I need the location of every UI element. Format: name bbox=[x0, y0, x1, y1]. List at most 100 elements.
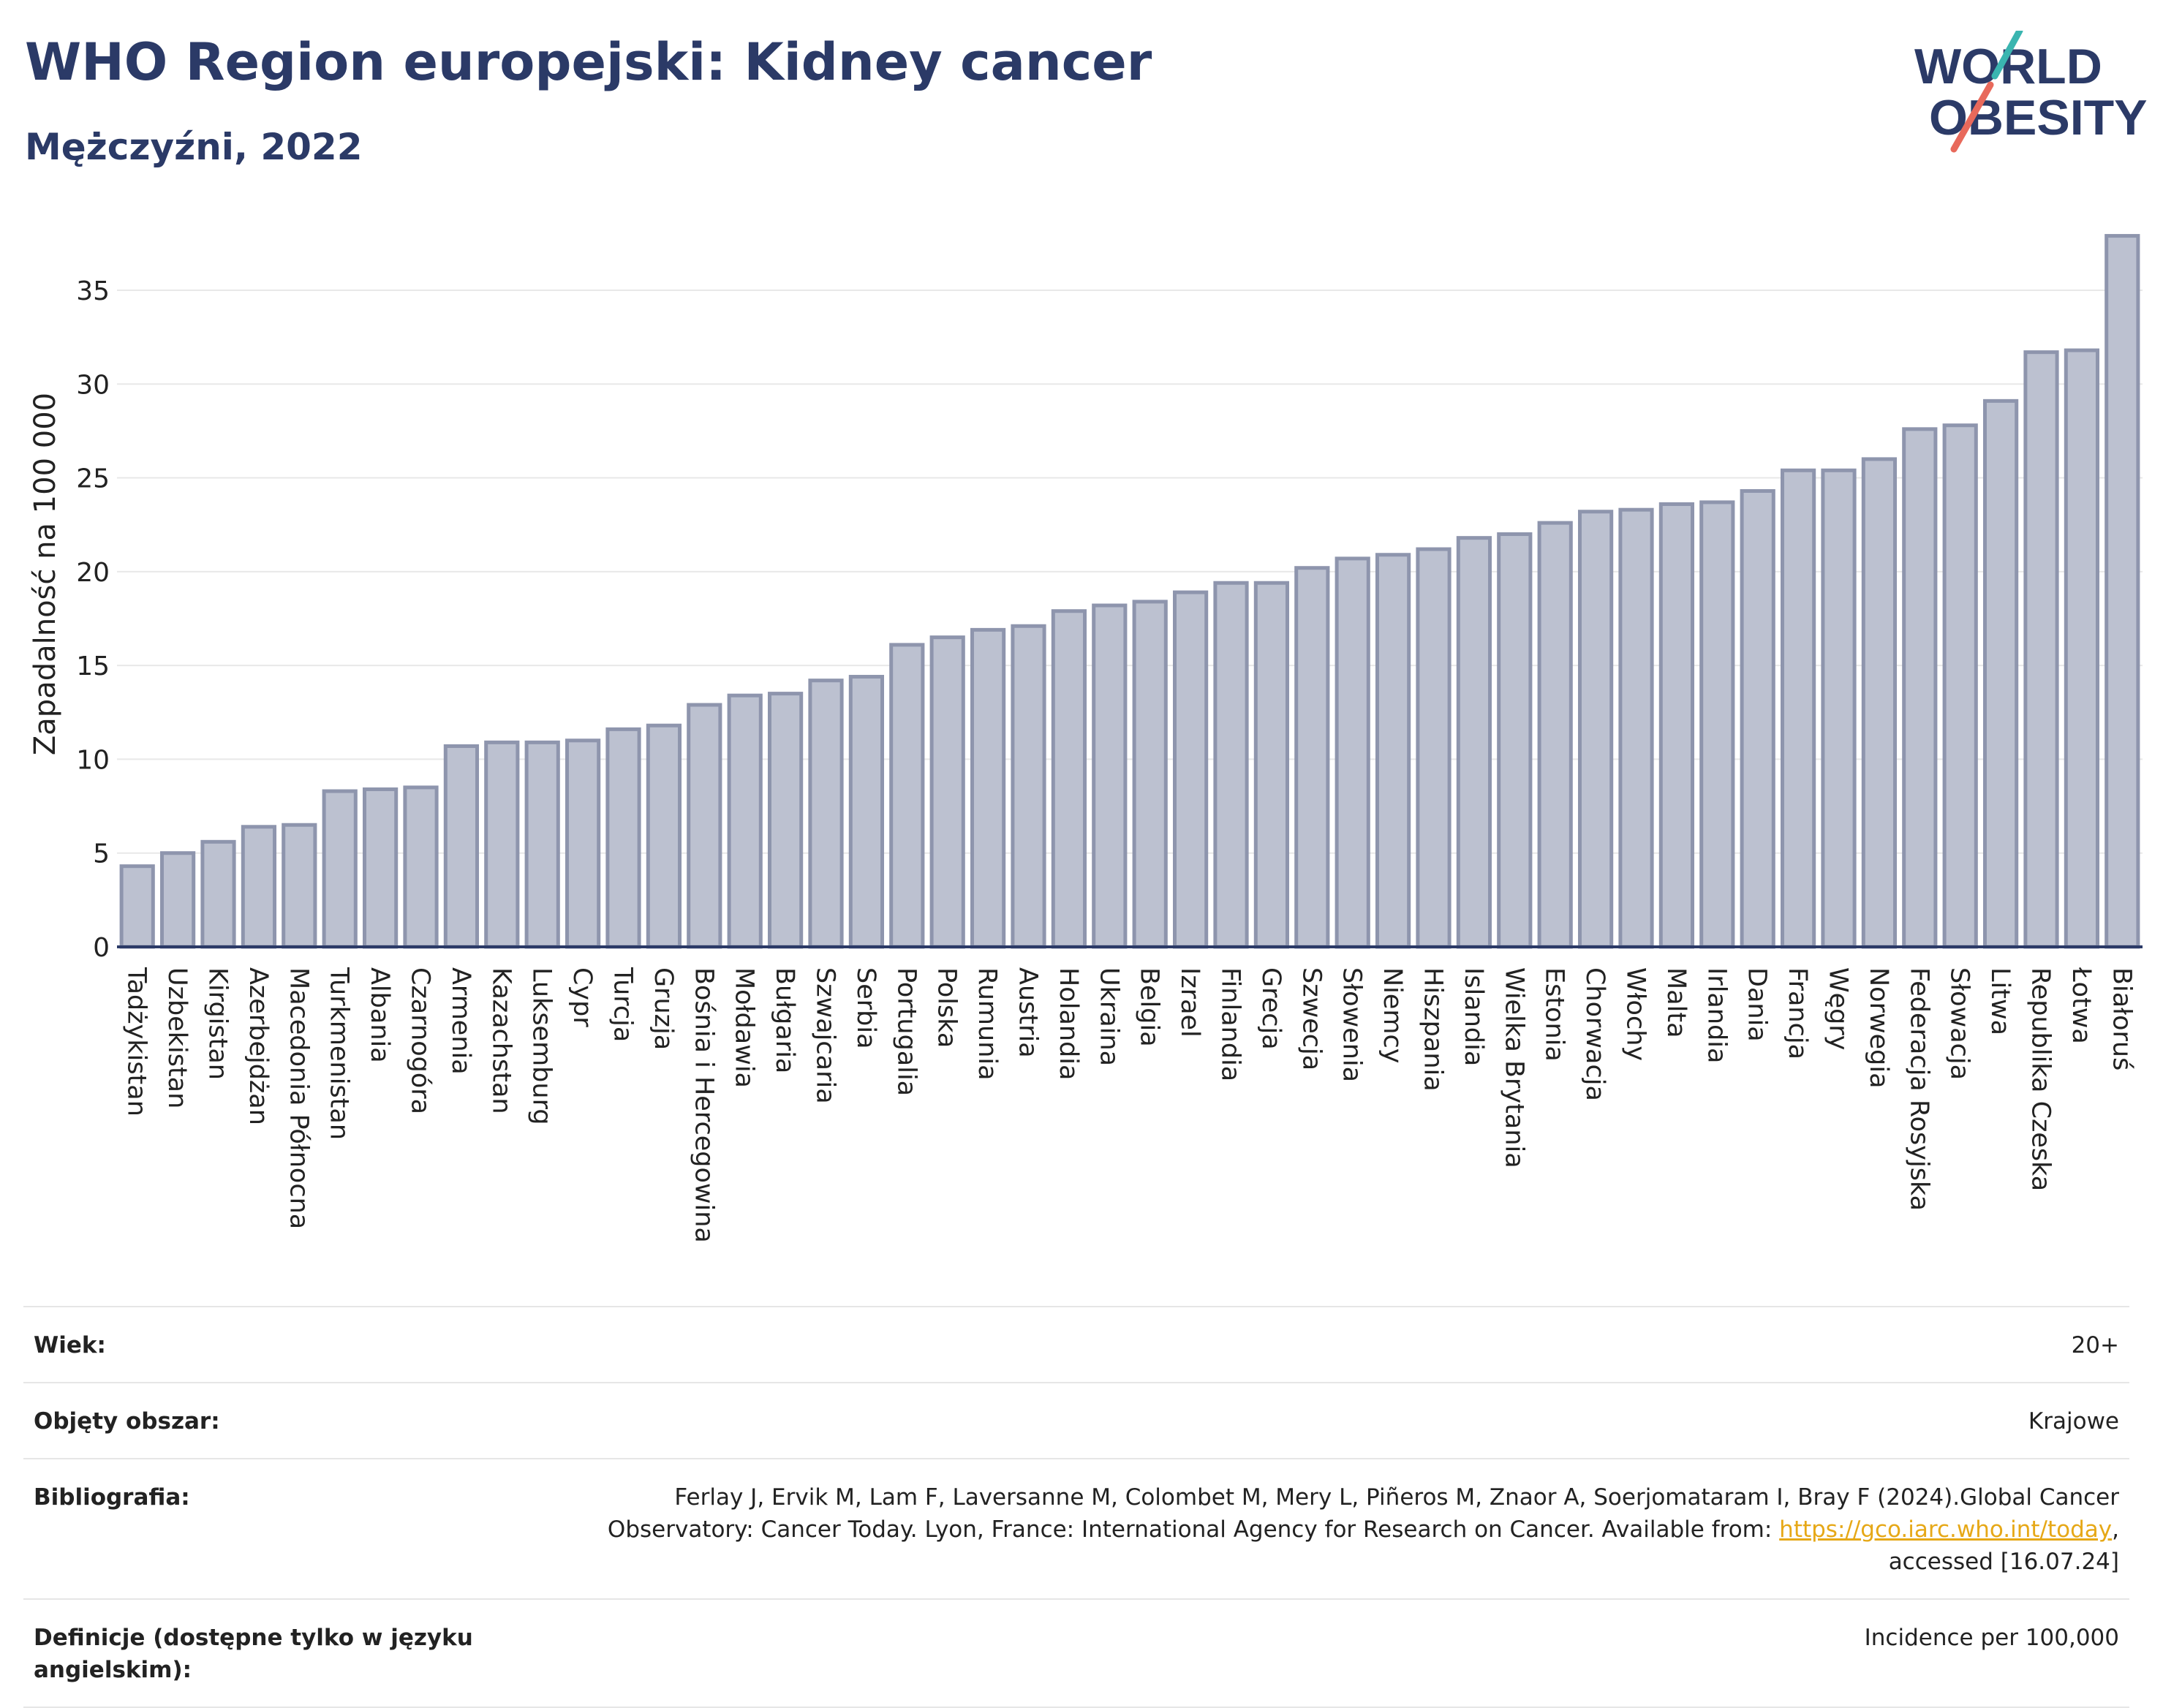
x-tick-label: Gruzja bbox=[649, 967, 678, 1050]
x-tick-label: Rumunia bbox=[973, 967, 1002, 1081]
bar[interactable] bbox=[727, 693, 763, 949]
y-axis-title: Zapadalność na 100 000 bbox=[29, 392, 62, 756]
bibliography-text-2: Observatory: Cancer Today. Lyon, France:… bbox=[607, 1516, 1780, 1543]
y-tick-label: 10 bbox=[76, 745, 110, 775]
bibliography-link[interactable]: https://gco.iarc.who.int/today bbox=[1779, 1516, 2113, 1543]
bar[interactable] bbox=[362, 787, 399, 949]
x-tick-label: Polska bbox=[932, 967, 962, 1048]
bar[interactable] bbox=[403, 785, 439, 949]
x-tick-label: Mołdawia bbox=[730, 967, 759, 1088]
y-tick-label: 35 bbox=[76, 276, 110, 306]
bar[interactable] bbox=[1253, 581, 1290, 949]
bar[interactable] bbox=[1497, 532, 1533, 949]
definitions-value: Incidence per 100,000 bbox=[1864, 1625, 2119, 1651]
x-tick-label: Niemcy bbox=[1378, 967, 1407, 1064]
x-tick-label: Litwa bbox=[1985, 967, 2015, 1035]
bar[interactable] bbox=[1051, 609, 1087, 949]
x-tick-label: Irlandia bbox=[1702, 967, 1731, 1063]
logo-slash-teal bbox=[1991, 31, 2023, 80]
meta-row-coverage: Objęty obszar: Krajowe bbox=[23, 1382, 2129, 1458]
bar[interactable] bbox=[767, 692, 804, 949]
bar[interactable] bbox=[929, 635, 965, 949]
bar[interactable] bbox=[322, 789, 358, 949]
bar[interactable] bbox=[1335, 556, 1370, 949]
bar[interactable] bbox=[1011, 624, 1046, 949]
chart-subtitle: Mężczyźni, 2022 bbox=[25, 126, 363, 168]
x-tick-label: Holandia bbox=[1054, 967, 1083, 1080]
y-tick-label: 15 bbox=[76, 651, 110, 681]
x-tick-label: Norwegia bbox=[1864, 967, 1893, 1089]
bar-chart: 0 5 10 15 20 25 30 35 Tadżykistan Uzbekistan Kirg… bbox=[76, 234, 2143, 1243]
x-tick-labels: Tadżykistan Uzbekistan Kirgistan Azerbejdża… bbox=[122, 967, 2137, 1243]
x-tick-label: Belgia bbox=[1135, 967, 1164, 1047]
bar[interactable] bbox=[2064, 348, 2100, 949]
bibliography-text-4: accessed [16.07.24] bbox=[1888, 1549, 2119, 1575]
y-tick-labels: 0 5 10 15 20 25 30 35 bbox=[76, 276, 110, 963]
x-tick-label: Szwajcaria bbox=[811, 967, 840, 1104]
bar[interactable] bbox=[1942, 423, 1978, 949]
bar[interactable] bbox=[484, 740, 520, 949]
bar[interactable] bbox=[1821, 468, 1857, 949]
y-tick-label: 5 bbox=[93, 839, 110, 869]
bar[interactable] bbox=[1132, 600, 1168, 949]
bar[interactable] bbox=[1658, 502, 1695, 949]
bar[interactable] bbox=[443, 744, 480, 949]
x-tick-label: Bośnia i Hercegowina bbox=[689, 967, 718, 1243]
bar[interactable] bbox=[1902, 427, 1938, 949]
x-tick-label: Estonia bbox=[1540, 967, 1569, 1062]
bar[interactable] bbox=[2023, 350, 2059, 949]
bar[interactable] bbox=[1375, 553, 1411, 949]
logo-slash-coral bbox=[1950, 81, 1994, 153]
bar[interactable] bbox=[119, 864, 155, 949]
age-label: Wiek: bbox=[34, 1332, 106, 1359]
x-tick-label: Portugalia bbox=[891, 967, 921, 1096]
bar[interactable] bbox=[1213, 581, 1249, 949]
y-tick-label: 0 bbox=[93, 933, 110, 963]
bar[interactable] bbox=[1294, 566, 1330, 949]
bar[interactable] bbox=[1861, 457, 1898, 949]
bar[interactable] bbox=[1740, 489, 1775, 949]
bar[interactable] bbox=[808, 679, 844, 949]
x-tick-label: Armenia bbox=[446, 967, 475, 1075]
x-tick-label: Grecja bbox=[1256, 967, 1286, 1050]
x-tick-label: Islandia bbox=[1459, 967, 1488, 1066]
bar[interactable] bbox=[1416, 547, 1452, 949]
x-tick-label: Szwecja bbox=[1296, 967, 1326, 1070]
bar[interactable] bbox=[282, 823, 317, 949]
x-tick-label: Francja bbox=[1783, 967, 1812, 1059]
bar[interactable] bbox=[524, 740, 560, 949]
bar[interactable] bbox=[241, 825, 277, 949]
bar[interactable] bbox=[1172, 590, 1209, 949]
bar[interactable] bbox=[1618, 507, 1654, 949]
bibliography-value: Ferlay J, Ervik M, Lam F, Laversanne M, … bbox=[608, 1481, 2119, 1578]
x-tick-label: Macedonia Północna bbox=[284, 967, 313, 1229]
bar[interactable] bbox=[1780, 468, 1816, 949]
x-tick-label: Włochy bbox=[1621, 967, 1650, 1061]
bar[interactable] bbox=[970, 627, 1006, 949]
bar[interactable] bbox=[2105, 234, 2140, 949]
chart-title: WHO Region europejski: Kidney cancer bbox=[25, 32, 1152, 92]
bar[interactable] bbox=[646, 723, 682, 949]
bar[interactable] bbox=[1092, 603, 1128, 949]
bar[interactable] bbox=[889, 643, 925, 949]
bar[interactable] bbox=[1456, 536, 1492, 949]
x-tick-label: Malta bbox=[1661, 967, 1691, 1038]
x-tick-label: Azerbejdżan bbox=[244, 967, 273, 1125]
x-tick-label: Czarnogóra bbox=[406, 967, 435, 1114]
bar[interactable] bbox=[687, 703, 722, 949]
x-tick-label: Turcja bbox=[608, 967, 638, 1042]
bar[interactable] bbox=[565, 738, 601, 949]
bar[interactable] bbox=[159, 851, 196, 949]
bar[interactable] bbox=[1699, 500, 1735, 949]
bar[interactable] bbox=[605, 727, 641, 949]
x-tick-label: Kirgistan bbox=[203, 967, 233, 1080]
x-tick-label: Kazachstan bbox=[486, 967, 516, 1114]
bar[interactable] bbox=[1577, 510, 1614, 949]
bar[interactable] bbox=[200, 839, 236, 949]
bar[interactable] bbox=[1982, 398, 2019, 949]
x-tick-label: Hiszpania bbox=[1419, 967, 1448, 1092]
meta-row-definitions: Definicje (dostępne tylko w języku angie… bbox=[23, 1598, 2129, 1708]
x-tick-label: Słowenia bbox=[1337, 967, 1367, 1082]
bar[interactable] bbox=[1537, 521, 1573, 949]
bar[interactable] bbox=[848, 675, 885, 949]
